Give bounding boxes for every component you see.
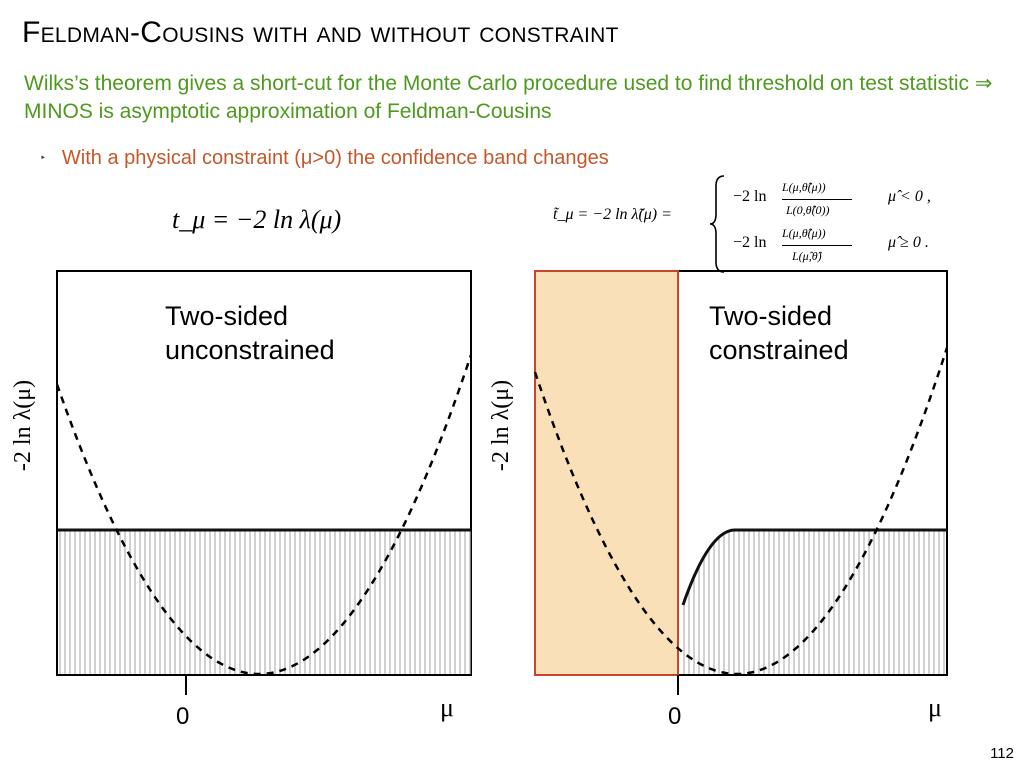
threshold-band-left <box>59 531 471 674</box>
page-number: 112 <box>990 745 1014 762</box>
threshold-band-right <box>683 531 945 674</box>
slide-title: Feldman-Cousins with and without constra… <box>22 16 619 49</box>
mu-label-right: μ <box>928 693 942 722</box>
bullet-icon: ‣ <box>40 153 46 165</box>
mu-label-left: μ <box>440 693 454 722</box>
parabola-right <box>533 347 949 676</box>
case2-condition: μ̂ ≥ 0 . <box>888 234 929 251</box>
bullet-item: ‣ With a physical constraint (μ>0) the co… <box>40 147 609 170</box>
panel-title-right-line1: Two-sided <box>709 301 833 331</box>
case2-neg2ln: −2 ln <box>733 234 767 251</box>
plot-frame-left <box>56 270 472 676</box>
intro-text: Wilks’s theorem gives a short-cut for th… <box>24 72 993 123</box>
zero-label-right: 0 <box>668 703 682 730</box>
left-formula: t_μ = −2 ln λ(μ) <box>172 205 342 234</box>
panel-title-left: Two-sided unconstrained <box>165 299 335 367</box>
ylabel-right: -2 ln λ(μ) <box>488 379 515 472</box>
bullet-text: With a physical constraint (μ>0) the con… <box>61 147 609 169</box>
right-formula-lhs: t̃_μ = −2 ln λ̃(μ) = <box>553 206 672 223</box>
threshold-line-right <box>681 528 947 606</box>
case1-neg2ln: −2 ln <box>733 188 767 205</box>
case2-numerator: L(μ,θ̂̂(μ)) <box>782 226 826 240</box>
panel-title-left-line1: Two-sided <box>165 301 289 331</box>
panel-title-right-line2: constrained <box>709 335 849 365</box>
panel-title-right: Two-sided constrained <box>709 299 849 367</box>
ylabel-left: -2 ln λ(μ) <box>10 379 37 472</box>
case2-denominator: L(μ̂,θ̂) <box>792 249 822 263</box>
zero-label-left: 0 <box>176 703 190 730</box>
panel-title-left-line2: unconstrained <box>165 335 335 365</box>
case1-numerator: L(μ,θ̂̂(μ)) <box>782 180 826 194</box>
case2-fraction-bar <box>782 245 852 246</box>
case1-denominator: L(0,θ̂̂(0)) <box>786 203 830 217</box>
right-formula-brace <box>709 175 725 273</box>
case1-fraction-bar <box>782 199 852 200</box>
unphysical-region <box>534 270 679 676</box>
case1-condition: μ̂ < 0 , <box>888 188 931 205</box>
